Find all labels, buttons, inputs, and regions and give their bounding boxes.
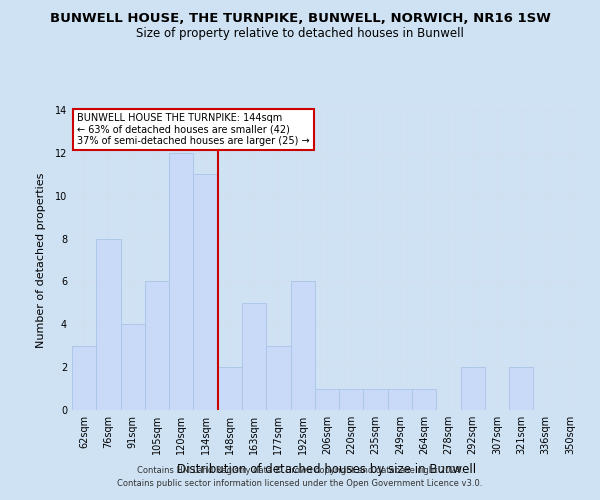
Bar <box>72 346 96 410</box>
Bar <box>218 367 242 410</box>
Bar <box>242 303 266 410</box>
Bar <box>364 388 388 410</box>
Text: BUNWELL HOUSE THE TURNPIKE: 144sqm
← 63% of detached houses are smaller (42)
37%: BUNWELL HOUSE THE TURNPIKE: 144sqm ← 63%… <box>77 113 310 146</box>
Text: Contains HM Land Registry data © Crown copyright and database right 2024.
Contai: Contains HM Land Registry data © Crown c… <box>118 466 482 487</box>
Bar <box>461 367 485 410</box>
Bar <box>145 282 169 410</box>
Bar <box>509 367 533 410</box>
Bar <box>339 388 364 410</box>
Bar <box>96 238 121 410</box>
Bar <box>121 324 145 410</box>
Bar <box>169 153 193 410</box>
Bar <box>290 282 315 410</box>
Bar <box>315 388 339 410</box>
Text: Size of property relative to detached houses in Bunwell: Size of property relative to detached ho… <box>136 28 464 40</box>
X-axis label: Distribution of detached houses by size in Bunwell: Distribution of detached houses by size … <box>178 462 476 475</box>
Y-axis label: Number of detached properties: Number of detached properties <box>37 172 46 348</box>
Bar <box>388 388 412 410</box>
Bar <box>266 346 290 410</box>
Bar <box>412 388 436 410</box>
Text: BUNWELL HOUSE, THE TURNPIKE, BUNWELL, NORWICH, NR16 1SW: BUNWELL HOUSE, THE TURNPIKE, BUNWELL, NO… <box>50 12 550 26</box>
Bar <box>193 174 218 410</box>
